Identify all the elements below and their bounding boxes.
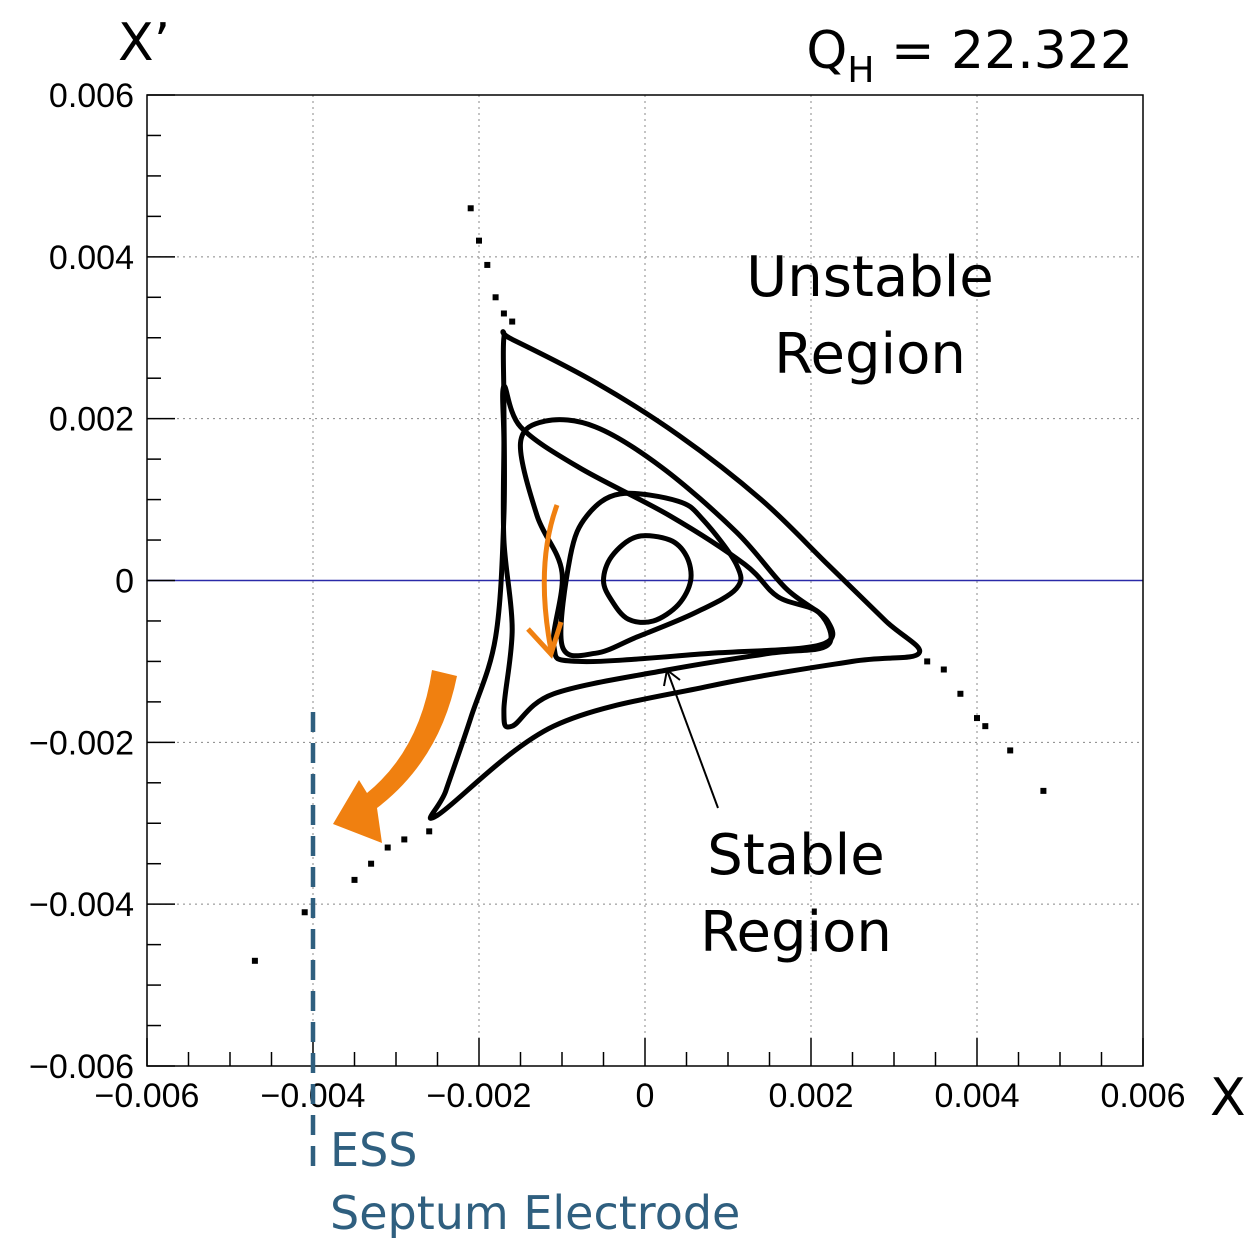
particle-point [924, 658, 931, 665]
tune-label-value: = 22.322 [874, 21, 1133, 81]
tune-label-subscript: H [847, 50, 874, 91]
x-tick-label: −0.002 [427, 1077, 532, 1115]
particle-point [301, 909, 308, 916]
unstable-region-label: Unstable [746, 245, 994, 310]
x-tick-label: −0.006 [95, 1077, 200, 1115]
particle-point [484, 261, 491, 268]
stable-region-pointer-head [663, 668, 681, 687]
particle-point [509, 318, 516, 325]
small-orange-arrow-head [526, 621, 564, 659]
x-tick-label: 0.004 [934, 1077, 1019, 1115]
particle-point [384, 844, 391, 851]
large-orange-arrow [333, 670, 457, 843]
y-tick-label: 0 [115, 563, 134, 601]
y-tick-label: −0.004 [29, 886, 134, 924]
tune-label-prefix: Q [806, 21, 847, 81]
y-tick-label: 0.006 [49, 77, 134, 115]
particle-point [1040, 787, 1047, 794]
particle-point [251, 957, 258, 964]
y-tick-label: −0.002 [29, 724, 134, 762]
particle-point [982, 723, 989, 730]
closed-orbit [500, 383, 834, 730]
orbit-series [251, 205, 1047, 964]
y-tick-label: 0.004 [49, 239, 134, 277]
closed-orbit [601, 533, 694, 625]
particle-point [492, 294, 499, 301]
tune-label: QH = 22.322 [806, 21, 1133, 91]
particle-point [426, 828, 433, 835]
x-tick-label: 0.002 [768, 1077, 853, 1115]
ess-label: ESS [330, 1123, 417, 1177]
particle-point [467, 205, 474, 212]
separatrix-orbit [427, 329, 923, 821]
x-tick-label: 0 [636, 1077, 655, 1115]
y-tick-label: −0.006 [29, 1048, 134, 1086]
particle-point [500, 310, 507, 317]
ess-label-line2: Septum Electrode [330, 1186, 740, 1238]
small-orange-arrow [541, 504, 560, 651]
particle-point [368, 860, 375, 867]
particle-point [476, 237, 482, 244]
stable-region-label-line2: Region [700, 900, 892, 965]
stable-region-label: Stable [707, 823, 884, 888]
x-tick-label: 0.006 [1100, 1077, 1185, 1115]
particle-point [351, 876, 358, 883]
y-tick-label: 0.002 [49, 401, 134, 439]
particle-point [957, 690, 964, 697]
y-axis-title: X’ [118, 13, 170, 73]
particle-point [1007, 747, 1014, 754]
axis-ticks [146, 94, 1144, 1067]
x-axis-title: X [1210, 1068, 1246, 1128]
unstable-region-label-line2: Region [774, 322, 966, 387]
closed-orbit [558, 490, 744, 659]
particle-point [974, 715, 980, 722]
particle-point [401, 836, 408, 843]
closed-orbit [517, 417, 836, 665]
stable-region-pointer [666, 669, 719, 809]
particle-point [940, 666, 947, 673]
